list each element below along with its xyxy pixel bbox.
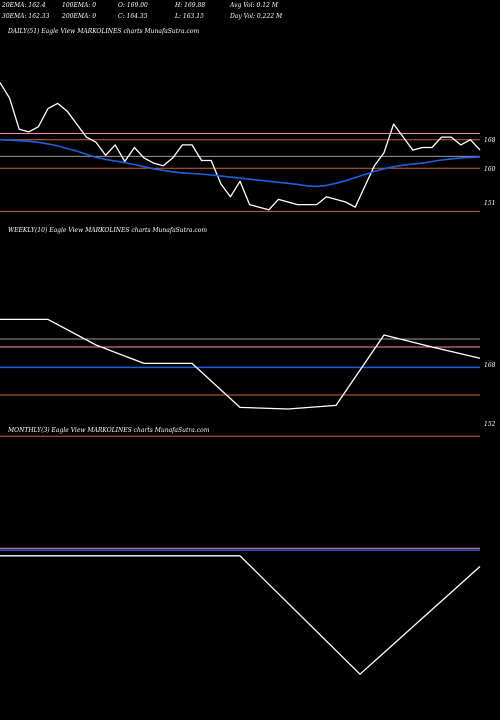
daily-ytick-151: 151 — [484, 200, 496, 207]
daily-ema-line — [0, 138, 481, 188]
ema20-readout: 20EMA: 162.4 — [2, 2, 46, 9]
weekly-ytick-168: 168 — [484, 362, 496, 369]
daily-panel-label: DAILY(51) Eagle View MARKOLINES charts M… — [8, 28, 200, 35]
low-readout: L: 163.15 — [175, 13, 204, 20]
close-readout: C: 164.35 — [118, 13, 148, 20]
daily-ytick-160: 160 — [484, 166, 496, 173]
ema200-readout: 200EMA: 0 — [62, 13, 97, 20]
ema100-readout: 100EMA: 0 — [62, 2, 97, 9]
weekly-price-line — [0, 318, 481, 410]
monthly-price-line — [0, 555, 481, 675]
daily-price-line — [0, 82, 481, 211]
monthly-panel-label: MONTHLY(3) Eagle View MARKOLINES charts … — [8, 427, 210, 434]
open-readout: O: 169.00 — [118, 2, 148, 9]
weekly-ytick-152: 152 — [484, 421, 496, 428]
ema30-readout: 30EMA: 162.33 — [2, 13, 50, 20]
avg-vol-readout: Avg Vol: 0.12 M — [230, 2, 278, 9]
day-vol-readout: Day Vol: 0.222 M — [230, 13, 283, 20]
daily-ytick-168: 168 — [484, 137, 496, 144]
high-readout: H: 169.88 — [175, 2, 206, 9]
weekly-panel-label: WEEKLY(10) Eagle View MARKOLINES charts … — [8, 227, 208, 234]
